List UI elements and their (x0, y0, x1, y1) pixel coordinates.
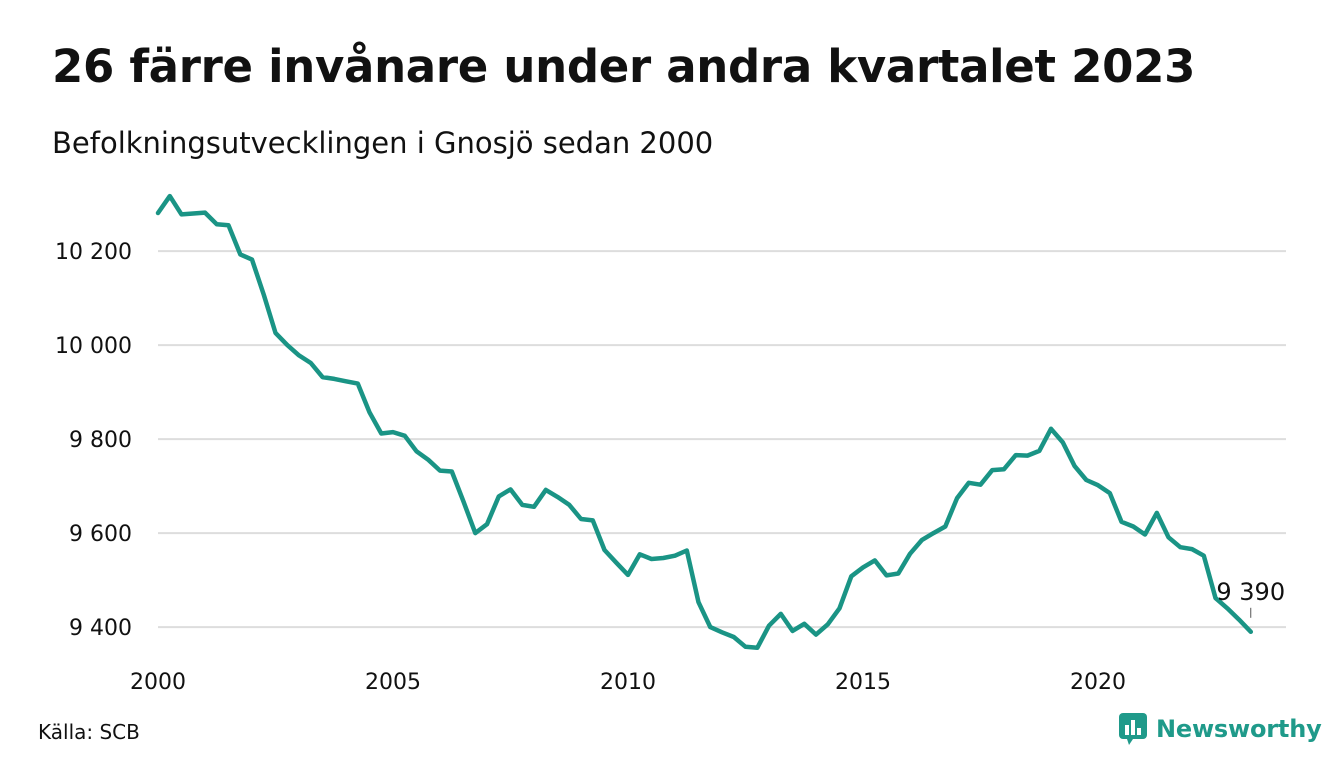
brand-name: Newsworthy (1156, 715, 1322, 743)
chart-bubble-icon (1119, 713, 1147, 745)
y-tick-label: 10 000 (55, 334, 132, 359)
y-tick-label: 9 800 (69, 428, 132, 453)
x-tick-label: 2020 (1070, 670, 1126, 695)
x-tick-label: 2015 (835, 670, 891, 695)
x-tick-label: 2000 (130, 670, 186, 695)
x-tick-label: 2010 (600, 670, 656, 695)
end-value-label: 9 390 (1216, 578, 1285, 606)
chart-subtitle: Befolkningsutvecklingen i Gnosjö sedan 2… (52, 126, 714, 160)
series-line (155, 193, 1254, 651)
chart-title: 26 färre invånare under andra kvartalet … (52, 40, 1196, 93)
x-tick-label: 2005 (365, 670, 421, 695)
y-tick-label: 9 400 (69, 616, 132, 641)
y-tick-label: 9 600 (69, 522, 132, 547)
y-tick-label: 10 200 (55, 240, 132, 265)
source-note: Källa: SCB (38, 720, 140, 744)
brand-logo[interactable]: Newsworthy (1118, 712, 1322, 746)
